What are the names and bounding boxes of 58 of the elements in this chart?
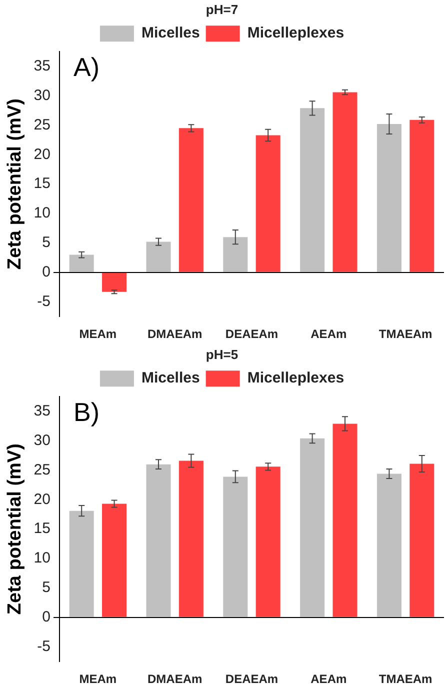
x-tick-label: DEAEAm [225, 327, 278, 342]
bar [146, 464, 171, 617]
x-tick-label: DMAEAm [148, 672, 202, 686]
bar [256, 135, 280, 272]
bar [102, 504, 127, 617]
bar [332, 92, 358, 272]
bar [410, 464, 434, 617]
x-tick-label: AEAm [310, 672, 347, 686]
x-tick-label: TMAEAm [378, 327, 432, 342]
x-tick-label: MEAm [79, 327, 117, 342]
x-tick-label: AEAm [310, 327, 347, 342]
bar [300, 438, 325, 617]
bar [300, 108, 325, 272]
bar [178, 460, 204, 617]
bar [223, 476, 248, 617]
bar [332, 424, 358, 617]
x-tick-label: DMAEAm [148, 327, 202, 342]
bar [146, 242, 171, 272]
y-tick-label: 15 [34, 520, 50, 538]
y-tick-label: 30 [34, 432, 50, 449]
y-tick-label: 10 [34, 204, 50, 222]
y-axis-title: Zeta potential (mV) [4, 98, 26, 270]
legend-label: Micelles [141, 24, 200, 42]
y-tick-label: 20 [34, 146, 50, 163]
x-tick-label: TMAEAm [378, 672, 432, 686]
bar [256, 466, 280, 617]
bar [376, 124, 402, 272]
bar [410, 120, 434, 272]
x-tick-label: MEAm [79, 672, 117, 686]
legend-title: pH=5 [206, 347, 238, 362]
bar [376, 474, 402, 617]
y-tick-label: 30 [34, 86, 50, 104]
y-tick-label: -5 [37, 293, 50, 310]
y-tick-label: 25 [34, 461, 50, 478]
y-tick-label: 25 [34, 116, 50, 134]
y-tick-label: 15 [34, 175, 50, 192]
y-axis-title: Zeta potential (mV) [4, 444, 26, 615]
legend-title: pH=7 [206, 2, 238, 18]
y-tick-label: 35 [34, 57, 50, 74]
legend-label: Micelleplexes [247, 370, 344, 387]
annotation: B) [73, 396, 100, 427]
y-tick-label: 35 [34, 402, 50, 420]
x-tick-label: DEAEAm [225, 672, 278, 686]
y-tick-label: 0 [42, 264, 50, 281]
legend-label: Micelleplexes [247, 24, 344, 42]
bar [178, 128, 204, 272]
bar [69, 510, 94, 617]
bar [102, 272, 127, 292]
bar [69, 254, 94, 272]
y-tick-label: 10 [34, 550, 50, 567]
y-tick-label: 20 [34, 490, 50, 508]
y-tick-label: 5 [42, 579, 50, 596]
y-tick-label: 0 [42, 608, 50, 626]
bar [223, 237, 248, 272]
annotation: A) [73, 52, 100, 82]
legend-label: Micelles [141, 370, 200, 387]
y-tick-label: 5 [42, 234, 50, 252]
y-tick-label: -5 [37, 638, 50, 656]
